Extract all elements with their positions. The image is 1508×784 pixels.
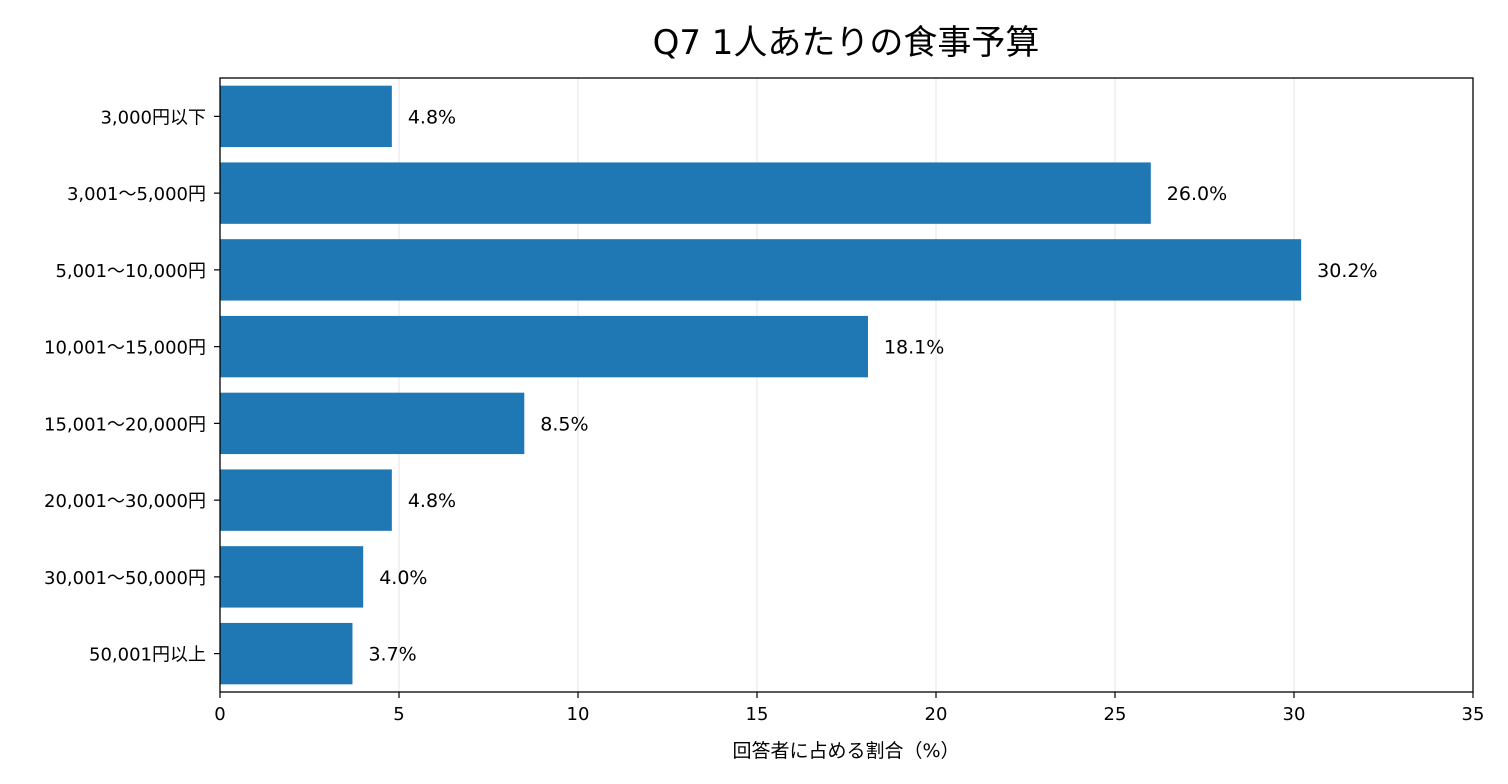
bar-value-label: 4.0% xyxy=(379,567,427,589)
y-tick-label: 10,001〜15,000円 xyxy=(44,338,206,359)
bar-value-label: 4.8% xyxy=(408,106,456,128)
x-tick-label: 30 xyxy=(1283,704,1306,725)
y-tick-label: 15,001〜20,000円 xyxy=(44,414,206,435)
x-tick-label: 25 xyxy=(1104,704,1127,725)
x-tick-label: 10 xyxy=(567,704,590,725)
bar xyxy=(220,546,364,608)
y-tick-label: 50,001円以上 xyxy=(89,645,206,666)
bar-value-label: 26.0% xyxy=(1167,183,1227,205)
y-tick-label: 3,000円以下 xyxy=(100,107,206,128)
bar xyxy=(220,162,1151,224)
bar xyxy=(220,315,868,378)
y-tick-label: 5,001〜10,000円 xyxy=(55,261,206,282)
bar-value-label: 18.1% xyxy=(884,337,944,359)
data-labels: 4.8% 26.0% 30.2% 18.1% 8.5% 4.8% 4.0% 3.7% xyxy=(368,106,1377,665)
bar-value-label: 3.7% xyxy=(368,644,416,666)
bar xyxy=(220,622,353,685)
chart-title: Q7 1人あたりの食事予算 xyxy=(653,23,1040,63)
bar xyxy=(220,392,525,455)
plot-frame xyxy=(219,77,1474,693)
x-tick-label: 20 xyxy=(925,704,948,725)
bars xyxy=(220,85,1302,685)
x-ticks: 0 5 10 15 20 25 30 35 xyxy=(214,692,1484,725)
x-tick-label: 5 xyxy=(393,704,404,725)
x-tick-label: 35 xyxy=(1462,704,1485,725)
bar-value-label: 8.5% xyxy=(540,413,588,435)
x-tick-label: 0 xyxy=(214,704,225,725)
y-tick-label: 3,001〜5,000円 xyxy=(67,184,206,205)
y-ticks: 3,000円以下 3,001〜5,000円 5,001〜10,000円 10,001〜… xyxy=(44,107,220,666)
bar-value-label: 30.2% xyxy=(1317,260,1377,282)
y-tick-label: 20,001〜30,000円 xyxy=(44,491,206,512)
x-tick-label: 15 xyxy=(746,704,769,725)
y-tick-label: 30,001〜50,000円 xyxy=(44,568,206,589)
bar xyxy=(220,469,392,531)
bar xyxy=(220,85,392,148)
bar xyxy=(220,239,1302,301)
bar-value-label: 4.8% xyxy=(408,490,456,512)
x-axis-label: 回答者に占める割合（%） xyxy=(732,740,959,762)
